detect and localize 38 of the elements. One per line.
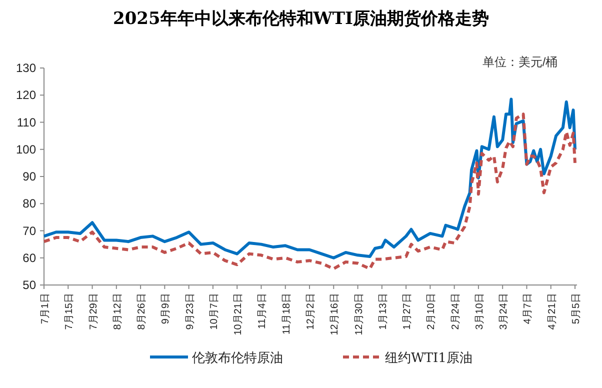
- y-tick-label: 110: [16, 115, 36, 130]
- y-tick-label: 60: [22, 250, 36, 265]
- x-tick-label: 12月30日: [354, 293, 365, 336]
- x-tick-label: 9月23日: [184, 293, 196, 330]
- x-tick-label: 1月13日: [378, 293, 389, 330]
- chart-title: 2025年年中以来布伦特和WTI原油期货价格走势: [112, 9, 490, 29]
- legend-label: 纽约WTI1原油: [385, 351, 472, 366]
- x-tick-label: 11月4日: [257, 293, 268, 329]
- x-tick-label: 12月2日: [306, 293, 316, 330]
- x-tick-label: 11月18日: [281, 293, 292, 335]
- x-tick-label: 5月5日: [571, 293, 582, 324]
- x-tick-label: 3月10日: [474, 293, 486, 330]
- x-tick-label: 8月26日: [136, 293, 148, 330]
- line-series: [42, 112, 576, 270]
- x-tick-label: 10月21日: [233, 293, 244, 336]
- x-tick-label: 4月21日: [546, 293, 558, 330]
- x-tick-label: 12月16日: [330, 293, 341, 336]
- annotation: 单位：美元/桶: [482, 55, 558, 69]
- x-tick-label: 7月15日: [64, 293, 76, 330]
- y-tick-label: 130: [16, 61, 36, 75]
- x-tick-label: 2月10日: [426, 293, 438, 330]
- x-tick-label: 8月12日: [112, 293, 124, 330]
- x-tick-label: 7月29日: [88, 293, 100, 330]
- x-tick-label: 2月24日: [450, 293, 462, 330]
- y-tick-label: 90: [22, 170, 36, 184]
- y-tick-label: 80: [22, 196, 36, 211]
- legend-label: 伦敦布伦特原油: [192, 351, 283, 366]
- y-tick-label: 120: [16, 88, 36, 102]
- y-tick-label: 50: [22, 278, 36, 292]
- y-tick-label: 100: [16, 142, 36, 156]
- x-tick-label: 10月7日: [208, 293, 220, 330]
- x-tick-label: 4月7日: [522, 293, 534, 324]
- x-tick-label: 9月9日: [160, 293, 172, 324]
- x-tick-label: 3月24日: [498, 293, 510, 330]
- y-tick-label: 70: [22, 224, 36, 238]
- x-tick-label: 7月1日: [40, 293, 51, 324]
- line-series: [42, 98, 576, 260]
- x-tick-label: 1月27日: [402, 293, 414, 330]
